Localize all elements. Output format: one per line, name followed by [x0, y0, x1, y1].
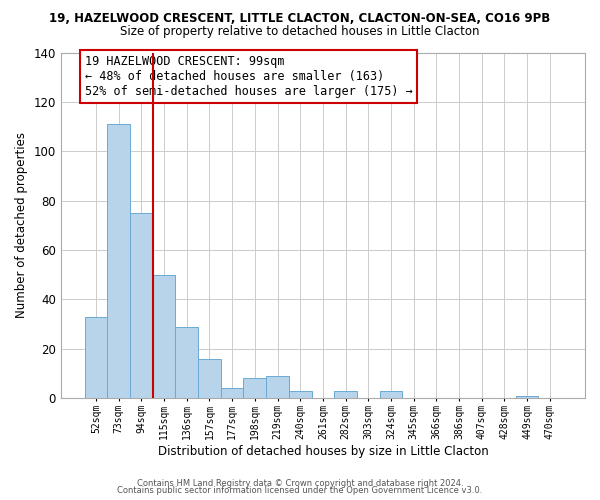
Bar — [289, 390, 311, 398]
Bar — [221, 388, 244, 398]
Bar — [85, 316, 107, 398]
X-axis label: Distribution of detached houses by size in Little Clacton: Distribution of detached houses by size … — [158, 444, 488, 458]
Text: 19, HAZELWOOD CRESCENT, LITTLE CLACTON, CLACTON-ON-SEA, CO16 9PB: 19, HAZELWOOD CRESCENT, LITTLE CLACTON, … — [49, 12, 551, 26]
Bar — [334, 390, 357, 398]
Bar — [198, 358, 221, 398]
Text: 19 HAZELWOOD CRESCENT: 99sqm
← 48% of detached houses are smaller (163)
52% of s: 19 HAZELWOOD CRESCENT: 99sqm ← 48% of de… — [85, 55, 412, 98]
Bar — [266, 376, 289, 398]
Bar — [380, 390, 403, 398]
Bar — [107, 124, 130, 398]
Text: Contains public sector information licensed under the Open Government Licence v3: Contains public sector information licen… — [118, 486, 482, 495]
Text: Contains HM Land Registry data © Crown copyright and database right 2024.: Contains HM Land Registry data © Crown c… — [137, 478, 463, 488]
Y-axis label: Number of detached properties: Number of detached properties — [15, 132, 28, 318]
Bar — [516, 396, 538, 398]
Bar — [244, 378, 266, 398]
Bar — [130, 213, 152, 398]
Bar — [175, 326, 198, 398]
Text: Size of property relative to detached houses in Little Clacton: Size of property relative to detached ho… — [120, 25, 480, 38]
Bar — [152, 274, 175, 398]
